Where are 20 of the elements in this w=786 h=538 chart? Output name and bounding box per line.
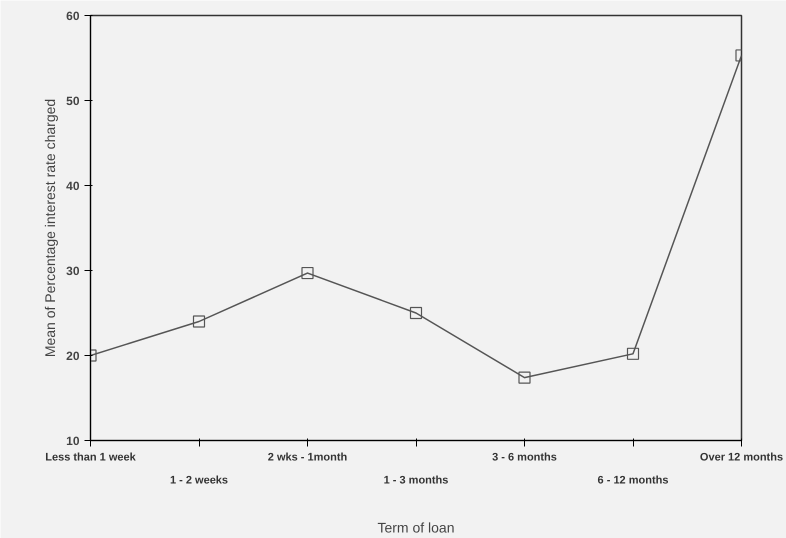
x-tick-label: Over 12 months	[700, 452, 784, 464]
point	[410, 306, 422, 320]
y-tick-label: 60	[66, 9, 80, 23]
y-tick-label: 30	[66, 264, 80, 278]
y-tick-label: 40	[66, 179, 80, 193]
x-tick-label: 1 - 3 months	[384, 474, 448, 486]
x-tick-label: 3 - 6 months	[492, 452, 557, 464]
x-tick-label: 6 - 12 months	[598, 474, 668, 486]
point	[518, 372, 531, 384]
point	[626, 348, 640, 360]
x-tick-label: 1 - 2 weeks	[170, 474, 228, 486]
x-tick-label: Less than 1 week	[45, 452, 137, 464]
y-tick-label: 10	[66, 434, 80, 448]
x-axis-title: Term of loan	[377, 520, 455, 536]
y-axis-title: Mean of Percentage interest rate charged	[42, 98, 58, 358]
point	[192, 315, 206, 328]
x-tick-label: 2 wks - 1month	[268, 452, 348, 464]
y-tick-label: 50	[66, 94, 80, 108]
point	[301, 266, 314, 280]
y-tick-label: 20	[66, 349, 80, 363]
